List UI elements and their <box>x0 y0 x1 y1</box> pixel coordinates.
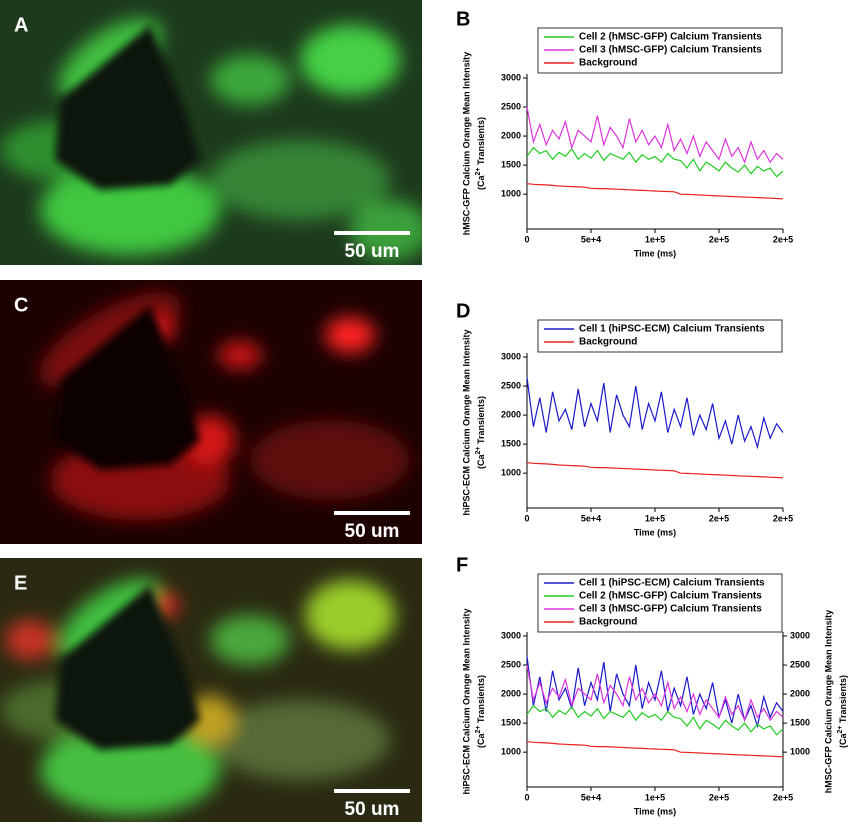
legend-label: Cell 1 (hiPSC-ECM) Calcium Transients <box>579 578 765 589</box>
series-line <box>526 377 784 450</box>
y2-tick-label: 2500 <box>790 659 810 669</box>
x-tick-label: 2e+5 <box>773 234 793 244</box>
y-tick-label: 2500 <box>501 380 521 390</box>
axis-subtitle-part: Transients) <box>476 396 486 447</box>
y-tick-label: 1000 <box>501 747 521 757</box>
legend-label: Cell 2 (hMSC-GFP) Calcium Transients <box>579 591 762 602</box>
x-axis-title: Time (ms) <box>634 806 676 816</box>
x-tick-label: 0 <box>524 234 529 244</box>
series-line <box>526 704 784 736</box>
axis-subtitle-part: Transients) <box>838 675 848 726</box>
x-tick-label: 1e+5 <box>645 234 665 244</box>
x-axis-title: Time (ms) <box>634 248 676 258</box>
y-tick-label: 3000 <box>501 72 521 82</box>
axis-subtitle-part: (Ca <box>838 733 848 748</box>
axis-subtitle: (Ca2+ Transients) <box>475 675 486 748</box>
y-tick-label: 1500 <box>501 159 521 169</box>
axis-subtitle-part: 2+ <box>837 726 844 734</box>
legend-label: Background <box>579 58 637 69</box>
legend-label: Cell 2 (hMSC-GFP) Calcium Transients <box>579 32 762 43</box>
axis-subtitle-part: 2+ <box>475 726 482 734</box>
series-line <box>526 183 784 200</box>
axis-subtitle: (Ca2+ Transients) <box>837 675 848 748</box>
y-tick-label: 1000 <box>501 189 521 199</box>
legend-box <box>537 27 783 74</box>
image-a <box>0 0 422 265</box>
x-tick-label: 5e+4 <box>581 792 601 802</box>
y2-tick-label: 1000 <box>790 747 810 757</box>
legend-label: Background <box>579 617 637 628</box>
panel-label: D <box>456 300 470 322</box>
y-tick-label: 1000 <box>501 468 521 478</box>
scale-bar-label: 50 um <box>345 799 400 820</box>
axis-title: hiPSC-ECM Calcium Orange Mean Intensity <box>461 329 471 515</box>
legend-label: Background <box>579 337 637 348</box>
y-tick-label: 2500 <box>501 101 521 111</box>
axis-subtitle-part: Transients) <box>476 675 486 726</box>
axis-title: hMSC-GFP Calcium Orange Mean Intensity <box>823 610 833 793</box>
x-tick-label: 1e+5 <box>645 513 665 523</box>
x-tick-label: 2e+5 <box>709 792 729 802</box>
scale-bar <box>334 231 410 235</box>
legend-label: Cell 3 (hMSC-GFP) Calcium Transients <box>579 604 762 615</box>
y-tick-label: 2500 <box>501 659 521 669</box>
x-tick-label: 2e+5 <box>709 513 729 523</box>
series-line <box>526 146 784 178</box>
image-c <box>0 280 422 544</box>
scale-bar <box>334 511 410 515</box>
axis-subtitle-part: (Ca <box>476 733 486 748</box>
y-tick-label: 3000 <box>501 351 521 361</box>
scale-bar-label: 50 um <box>345 521 400 542</box>
y2-tick-label: 2000 <box>790 688 810 698</box>
scale-bar-label: 50 um <box>345 241 400 262</box>
x-tick-label: 2e+5 <box>773 792 793 802</box>
legend-box <box>537 573 783 633</box>
axis-subtitle-part: (Ca <box>476 175 486 190</box>
axis-title: hMSC-GFP Calcium Orange Mean Intensity <box>461 52 471 235</box>
y-tick-label: 2000 <box>501 130 521 140</box>
panel-label: E <box>14 572 27 594</box>
y-tick-label: 2000 <box>501 409 521 419</box>
x-tick-label: 2e+5 <box>709 234 729 244</box>
series-line <box>526 106 784 164</box>
axis-subtitle-part: (Ca <box>476 454 486 469</box>
panel-label: A <box>14 14 28 36</box>
y2-tick-label: 3000 <box>790 630 810 640</box>
series-line <box>526 656 784 729</box>
x-tick-label: 5e+4 <box>581 234 601 244</box>
legend-label: Cell 1 (hiPSC-ECM) Calcium Transients <box>579 324 765 335</box>
series-line <box>526 664 784 722</box>
y-tick-label: 1500 <box>501 438 521 448</box>
x-tick-label: 2e+5 <box>773 513 793 523</box>
legend-label: Cell 3 (hMSC-GFP) Calcium Transients <box>579 45 762 56</box>
x-tick-label: 1e+5 <box>645 792 665 802</box>
axis-subtitle-part: 2+ <box>475 447 482 455</box>
axis-subtitle: (Ca2+ Transients) <box>475 117 486 190</box>
y-tick-label: 1500 <box>501 717 521 727</box>
panel-label: C <box>14 294 28 316</box>
x-axis-title: Time (ms) <box>634 527 676 537</box>
axis-subtitle: (Ca2+ Transients) <box>475 396 486 469</box>
x-tick-label: 5e+4 <box>581 513 601 523</box>
axis-subtitle-part: 2+ <box>475 168 482 176</box>
series-line <box>526 462 784 479</box>
y-tick-label: 2000 <box>501 688 521 698</box>
legend-box <box>537 319 783 353</box>
scale-bar <box>334 789 410 793</box>
panel-label: F <box>456 554 468 576</box>
panel-label: B <box>456 8 470 30</box>
y-tick-label: 3000 <box>501 630 521 640</box>
x-tick-label: 0 <box>524 513 529 523</box>
y2-tick-label: 1500 <box>790 717 810 727</box>
axis-title: hiPSC-ECM Calcium Orange Mean Intensity <box>461 608 471 794</box>
axis-subtitle-part: Transients) <box>476 117 486 168</box>
x-tick-label: 0 <box>524 792 529 802</box>
series-line <box>526 741 784 758</box>
image-e <box>0 558 422 822</box>
